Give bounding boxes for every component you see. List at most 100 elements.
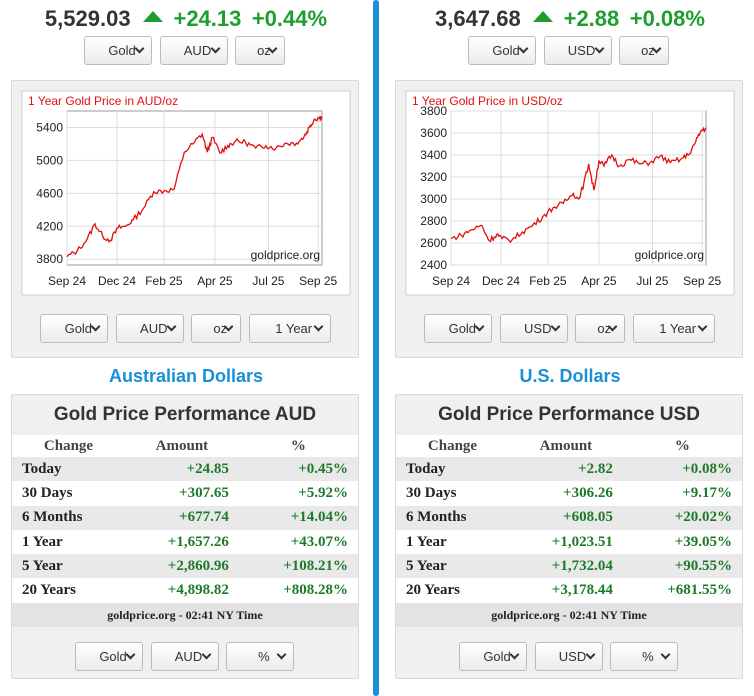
chevron-down-icon: [697, 321, 708, 332]
price-chart: 1 Year Gold Price in AUD/oz 3800 4200 4600 5…: [21, 90, 351, 296]
chart-title: 1 Year Gold Price in USD/oz: [412, 94, 563, 108]
y-tick-label: 2800: [420, 214, 447, 228]
row-label: 5 Year: [12, 554, 125, 579]
row-label: 1 Year: [22, 533, 63, 550]
column-header-amount: Amount: [155, 437, 209, 454]
y-tick-label: 3800: [36, 252, 63, 266]
row-amount: +677.74: [124, 505, 239, 530]
perf-metal-select[interactable]: Gold: [75, 642, 144, 671]
row-percent: +43.07%: [290, 533, 348, 550]
perf-metal-select[interactable]: Gold: [459, 642, 528, 671]
table-row: 1 Year +1,023.51 +39.05%: [396, 530, 742, 554]
row-label: 30 Days: [406, 484, 457, 501]
table-row: 5 Year +2,860.96 +108.21%: [12, 554, 358, 579]
y-tick-label: 3000: [420, 192, 447, 206]
metal-select-value: Gold: [492, 43, 520, 58]
chart-currency-select-value: AUD: [140, 321, 168, 336]
chart-metal-select[interactable]: Gold: [40, 314, 109, 343]
unit-select[interactable]: oz: [618, 36, 669, 65]
chart-unit-select[interactable]: oz: [191, 314, 242, 343]
chart-selector-row: Gold AUD oz 1 Year: [7, 314, 367, 343]
x-tick-label: Feb 25: [529, 274, 567, 288]
region-title[interactable]: Australian Dollars: [108, 366, 264, 386]
row-label: 30 Days: [22, 484, 73, 501]
price-row: 5,529.03 +24.13 +0.44%: [6, 6, 366, 36]
chevron-down-icon: [201, 649, 211, 660]
x-tick-label: Dec 24: [482, 274, 520, 288]
table-row: 20 Years +4,898.82 +808.28%: [12, 578, 358, 602]
row-percent: +9.17%: [682, 484, 732, 501]
up-arrow-icon: [143, 11, 164, 22]
chevron-down-icon: [125, 649, 136, 660]
unit-select-value: oz: [257, 43, 271, 58]
unit-select[interactable]: oz: [234, 36, 285, 65]
metal-select-value: Gold: [108, 43, 136, 58]
chart-currency-select[interactable]: USD: [499, 314, 568, 343]
y-tick-label: 2400: [420, 258, 447, 272]
performance-panel: Gold Price Performance USD Change Amount…: [395, 394, 743, 679]
row-percent: +90.55%: [622, 554, 742, 579]
plot-area: [450, 110, 707, 266]
row-label: 1 Year: [406, 533, 447, 550]
row-percent: +108.21%: [238, 554, 358, 579]
chart-period-select[interactable]: 1 Year: [632, 314, 715, 343]
metal-select[interactable]: Gold: [84, 36, 153, 65]
currency-select[interactable]: AUD: [159, 36, 228, 65]
perf-currency-select[interactable]: AUD: [150, 642, 219, 671]
x-tick-label: Jul 25: [252, 274, 284, 288]
perf-mode-select[interactable]: %: [225, 642, 294, 671]
x-tick-label: Feb 25: [145, 274, 183, 288]
row-label: 20 Years: [406, 582, 461, 599]
y-tick-label: 2600: [420, 236, 447, 250]
row-amount: +2.82: [508, 457, 623, 482]
x-tick-label: Dec 24: [98, 274, 136, 288]
performance-table: Change Amount % Today +24.85 +0.45% 30 Days…: [12, 435, 358, 603]
chart-panel: 1 Year Gold Price in AUD/oz 3800 4200 4600 5…: [11, 80, 359, 358]
column-header-percent: %: [674, 437, 690, 454]
row-amount: +306.26: [563, 484, 613, 501]
perf-mode-select[interactable]: %: [609, 642, 678, 671]
row-percent: +20.02%: [622, 505, 742, 530]
row-percent: +5.92%: [298, 484, 348, 501]
row-amount: +1,732.04: [508, 554, 623, 579]
x-tick-label: Sep 25: [299, 274, 337, 288]
currency-select[interactable]: USD: [543, 36, 612, 65]
table-row: 6 Months +608.05 +20.02%: [396, 505, 742, 530]
y-tick-label: 5400: [36, 120, 63, 134]
column-header-change: Change: [43, 437, 94, 454]
timestamp-footer: goldprice.org - 02:41 NY Time: [396, 602, 742, 627]
performance-table: Change Amount % Today +2.82 +0.08% 30 Days +…: [396, 435, 742, 603]
chevron-down-icon: [90, 321, 101, 332]
chart-watermark: goldprice.org: [635, 248, 704, 262]
perf-metal-select-value: Gold: [483, 649, 511, 664]
unit-select-value: oz: [641, 43, 655, 58]
chart-selector-row: Gold USD oz 1 Year: [391, 314, 751, 343]
perf-mode-select-value: %: [258, 649, 270, 664]
table-row: Today +24.85 +0.45%: [12, 457, 358, 482]
row-amount: +608.05: [508, 505, 623, 530]
chart-metal-select[interactable]: Gold: [424, 314, 493, 343]
y-tick-label: 4600: [36, 186, 63, 200]
performance-title: Gold Price Performance AUD: [53, 404, 317, 425]
row-amount: +2,860.96: [124, 554, 239, 579]
row-percent: +681.55%: [667, 582, 732, 599]
region-title[interactable]: U.S. Dollars: [519, 366, 621, 386]
chart-currency-select-value: USD: [524, 321, 552, 336]
metal-select[interactable]: Gold: [468, 36, 537, 65]
chart-currency-select[interactable]: AUD: [115, 314, 184, 343]
perf-metal-select-value: Gold: [99, 649, 127, 664]
x-tick-label: Sep 24: [432, 274, 470, 288]
chart-period-select[interactable]: 1 Year: [248, 314, 331, 343]
chevron-down-icon: [509, 649, 520, 660]
chevron-down-icon: [518, 43, 529, 54]
chart-unit-select-value: oz: [213, 321, 228, 336]
row-label: 6 Months: [396, 505, 509, 530]
chevron-down-icon: [210, 43, 220, 54]
chart-watermark: goldprice.org: [251, 248, 320, 262]
row-label: Today: [12, 457, 125, 482]
perf-currency-select-value: USD: [558, 649, 587, 664]
chart-unit-select-value: oz: [597, 321, 612, 336]
chart-unit-select[interactable]: oz: [575, 314, 626, 343]
perf-currency-select[interactable]: USD: [534, 642, 603, 671]
row-amount: +4,898.82: [167, 582, 229, 599]
